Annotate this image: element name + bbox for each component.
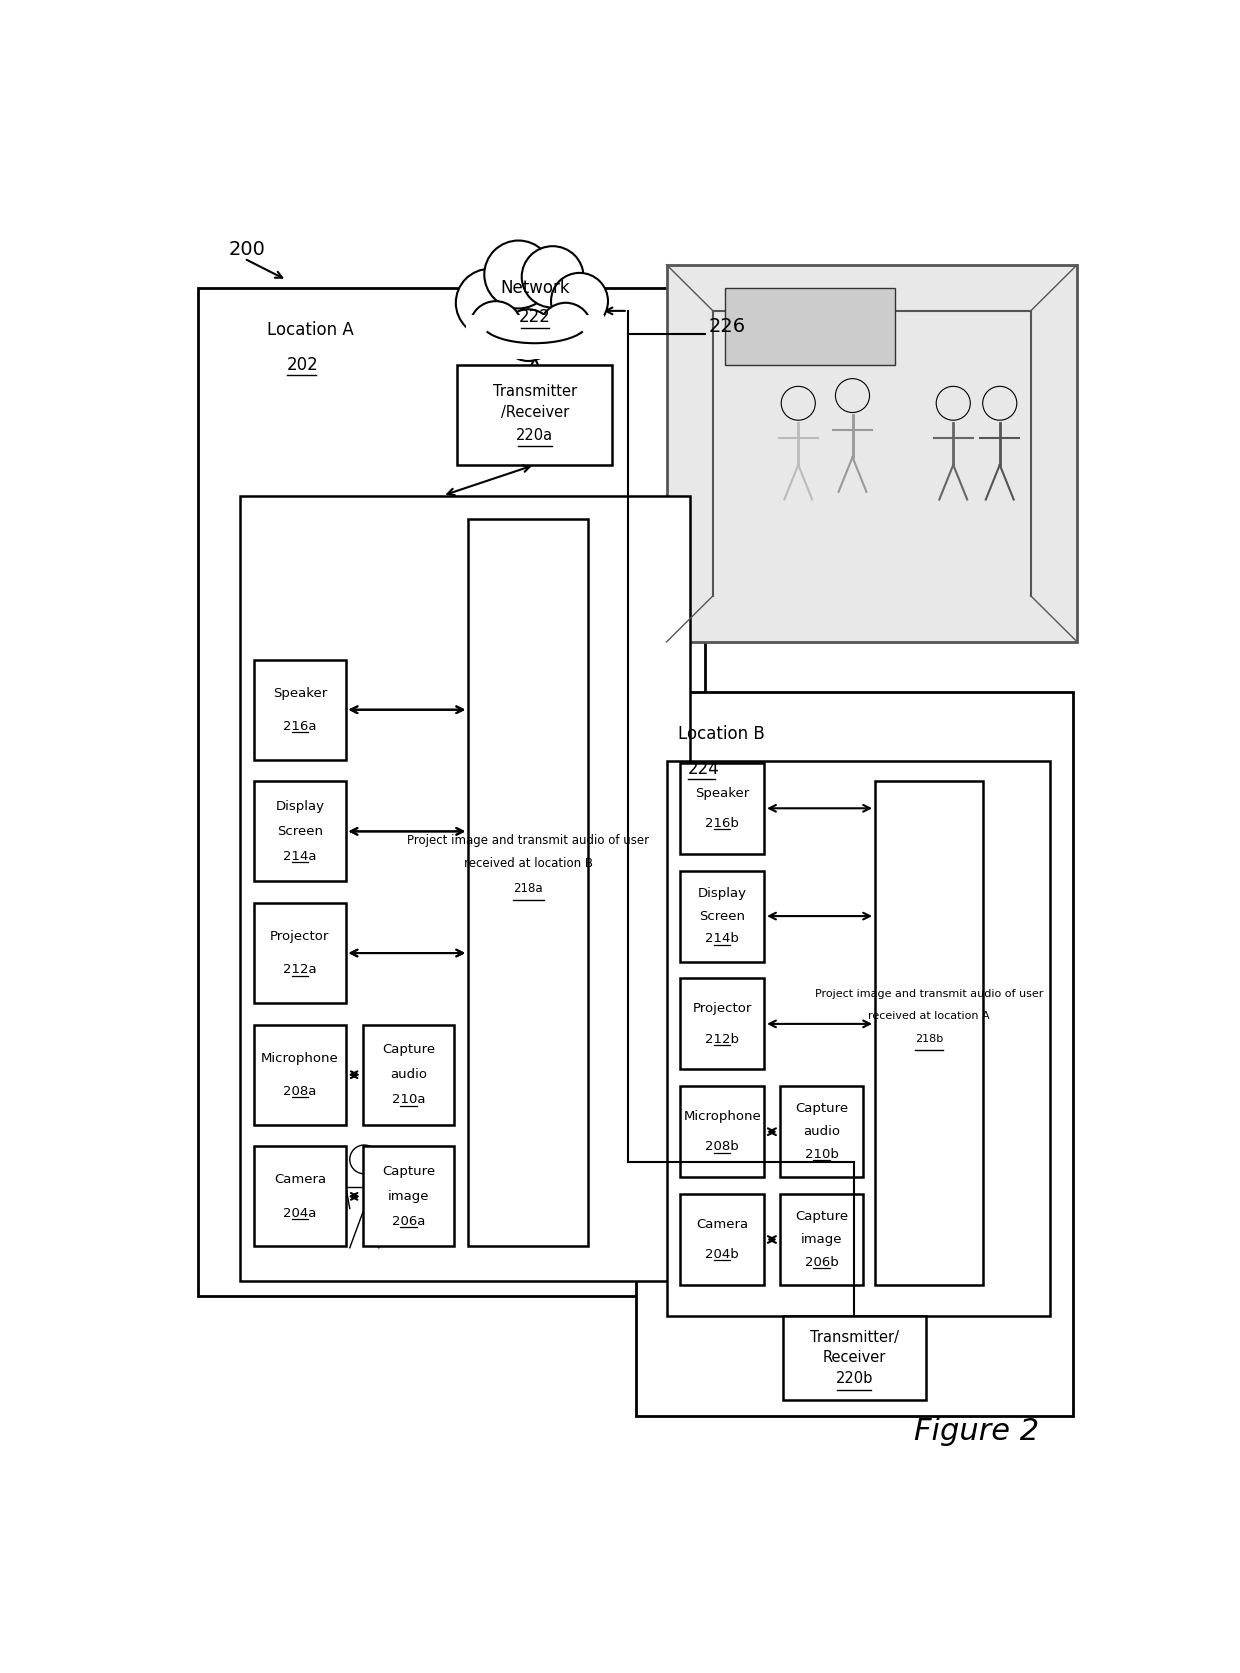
Text: Location B: Location B (678, 726, 765, 743)
FancyBboxPatch shape (241, 495, 689, 1282)
Text: Speaker: Speaker (273, 686, 327, 699)
Circle shape (485, 241, 553, 308)
Text: 210a: 210a (392, 1092, 425, 1106)
Text: Capture: Capture (382, 1044, 435, 1056)
Text: Transmitter: Transmitter (492, 385, 577, 400)
FancyBboxPatch shape (782, 1315, 926, 1400)
Text: Receiver: Receiver (823, 1350, 887, 1365)
Circle shape (539, 303, 591, 355)
Text: Project image and transmit audio of user: Project image and transmit audio of user (815, 989, 1043, 999)
Text: 206b: 206b (805, 1256, 838, 1268)
Text: 210b: 210b (805, 1148, 838, 1161)
Text: Transmitter/: Transmitter/ (810, 1330, 899, 1345)
Text: Display: Display (698, 887, 746, 900)
Text: image: image (801, 1233, 842, 1246)
Text: 208b: 208b (706, 1141, 739, 1153)
FancyBboxPatch shape (875, 781, 983, 1285)
Text: received at location A: received at location A (868, 1010, 990, 1021)
Text: Capture: Capture (795, 1103, 848, 1116)
Text: Screen: Screen (277, 825, 322, 838)
Text: audio: audio (389, 1067, 427, 1081)
Text: Display: Display (275, 800, 325, 813)
FancyBboxPatch shape (667, 264, 1078, 642)
FancyBboxPatch shape (681, 1086, 764, 1178)
Text: 224: 224 (688, 760, 720, 778)
Text: 206a: 206a (392, 1215, 425, 1228)
Text: Screen: Screen (699, 910, 745, 922)
FancyBboxPatch shape (363, 1146, 454, 1246)
FancyBboxPatch shape (465, 315, 604, 360)
FancyBboxPatch shape (681, 1195, 764, 1285)
Text: Camera: Camera (274, 1173, 326, 1186)
Text: 208a: 208a (283, 1084, 316, 1097)
FancyBboxPatch shape (780, 1195, 863, 1285)
FancyBboxPatch shape (681, 870, 764, 962)
FancyBboxPatch shape (681, 979, 764, 1069)
Text: Capture: Capture (382, 1164, 435, 1178)
Text: 214b: 214b (706, 932, 739, 945)
Text: Speaker: Speaker (696, 786, 749, 800)
FancyBboxPatch shape (458, 365, 613, 465)
Text: 214a: 214a (283, 850, 316, 863)
Text: Projector: Projector (270, 930, 330, 944)
Text: 216b: 216b (706, 816, 739, 830)
FancyBboxPatch shape (724, 288, 895, 365)
FancyBboxPatch shape (254, 1024, 346, 1124)
Text: 218a: 218a (513, 882, 543, 895)
FancyBboxPatch shape (254, 659, 346, 760)
Circle shape (551, 273, 608, 330)
Text: 212a: 212a (283, 964, 316, 977)
Text: 202: 202 (286, 356, 319, 373)
Circle shape (470, 301, 522, 353)
FancyBboxPatch shape (254, 781, 346, 882)
Text: 226: 226 (709, 316, 746, 336)
Text: 222: 222 (518, 308, 551, 326)
Text: 220b: 220b (836, 1372, 873, 1387)
Text: audio: audio (804, 1126, 839, 1138)
Circle shape (456, 269, 525, 336)
Text: 220a: 220a (516, 428, 553, 443)
FancyBboxPatch shape (635, 693, 1074, 1415)
FancyBboxPatch shape (197, 288, 706, 1297)
Text: 204b: 204b (706, 1248, 739, 1261)
Text: Figure 2: Figure 2 (915, 1417, 1039, 1445)
FancyBboxPatch shape (254, 1146, 346, 1246)
Circle shape (502, 310, 554, 361)
FancyBboxPatch shape (780, 1086, 863, 1178)
FancyBboxPatch shape (681, 763, 764, 853)
Text: Microphone: Microphone (683, 1111, 761, 1123)
FancyBboxPatch shape (254, 903, 346, 1004)
Text: 216a: 216a (283, 719, 316, 733)
FancyBboxPatch shape (469, 519, 588, 1246)
Text: Location A: Location A (268, 321, 355, 340)
Text: 204a: 204a (283, 1206, 316, 1220)
Text: received at location B: received at location B (464, 857, 593, 870)
FancyBboxPatch shape (667, 761, 1050, 1315)
Text: Network: Network (500, 279, 569, 296)
Text: Project image and transmit audio of user: Project image and transmit audio of user (407, 833, 650, 847)
Text: Projector: Projector (693, 1002, 751, 1016)
Text: Camera: Camera (696, 1218, 749, 1231)
Text: Microphone: Microphone (262, 1052, 339, 1064)
Text: 200: 200 (228, 239, 265, 259)
FancyBboxPatch shape (363, 1024, 454, 1124)
Text: Capture: Capture (795, 1210, 848, 1223)
Text: /Receiver: /Receiver (501, 405, 569, 420)
FancyBboxPatch shape (470, 294, 600, 351)
Text: 212b: 212b (706, 1032, 739, 1046)
Circle shape (522, 246, 584, 308)
Text: image: image (388, 1190, 429, 1203)
Text: 218b: 218b (915, 1034, 944, 1044)
